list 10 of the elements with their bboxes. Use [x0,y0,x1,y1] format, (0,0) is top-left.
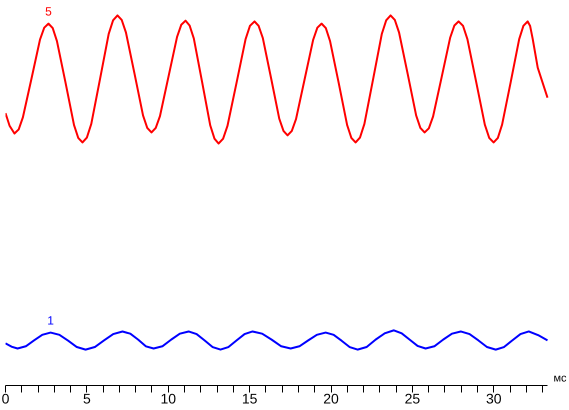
series-label: 5 [45,4,52,19]
x-tick-label: 20 [323,390,340,406]
x-tick-label: 25 [404,390,420,406]
x-axis-title: мс [553,372,568,384]
x-tick-label: 0 [2,390,10,406]
x-tick-label: 10 [160,390,176,406]
series-label: 1 [47,314,54,328]
x-tick-label: 5 [82,390,91,406]
x-tick-label: 15 [242,390,258,406]
x-tick-label: 30 [486,390,502,406]
